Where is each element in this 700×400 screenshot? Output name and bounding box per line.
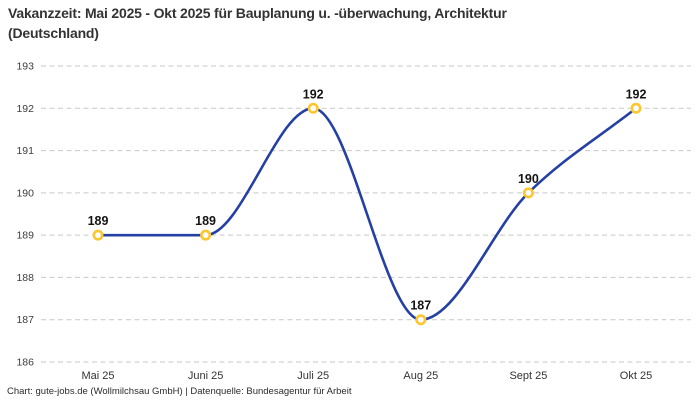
data-point-label-mai-25: 189 bbox=[88, 214, 109, 228]
data-point-label-juli-25: 192 bbox=[303, 87, 324, 101]
x-axis-label-aug-25: Aug 25 bbox=[403, 370, 438, 382]
data-point-marker-okt-25 bbox=[630, 102, 642, 114]
data-point-marker-mai-25 bbox=[92, 229, 104, 241]
data-point-label-sept-25: 190 bbox=[518, 172, 539, 186]
x-axis-label-juli-25: Juli 25 bbox=[297, 370, 329, 382]
y-axis-label-193: 193 bbox=[16, 61, 34, 73]
data-point-marker-juni-25 bbox=[200, 229, 212, 241]
data-point-label-juni-25: 189 bbox=[195, 214, 216, 228]
y-axis-label-187: 187 bbox=[16, 314, 34, 326]
y-axis-label-192: 192 bbox=[16, 103, 34, 115]
data-point-marker-aug-25 bbox=[415, 314, 427, 326]
y-axis-label-191: 191 bbox=[16, 145, 34, 157]
y-axis-label-189: 189 bbox=[16, 230, 34, 242]
chart-title: Vakanzzeit: Mai 2025 - Okt 2025 für Baup… bbox=[8, 3, 507, 43]
chart-title-line1: Vakanzzeit: Mai 2025 - Okt 2025 für Baup… bbox=[8, 5, 507, 21]
data-point-label-aug-25: 187 bbox=[410, 299, 431, 313]
data-point-marker-sept-25 bbox=[522, 187, 534, 199]
x-axis-label-mai-25: Mai 25 bbox=[81, 370, 114, 382]
y-axis-label-190: 190 bbox=[16, 187, 34, 199]
y-axis-label-186: 186 bbox=[16, 357, 34, 369]
x-axis-label-okt-25: Okt 25 bbox=[620, 370, 652, 382]
y-axis-label-188: 188 bbox=[16, 272, 34, 284]
x-axis-label-juni-25: Juni 25 bbox=[188, 370, 223, 382]
data-point-marker-juli-25 bbox=[307, 102, 319, 114]
chart-footer-credit: Chart: gute-jobs.de (Wollmilchsau GmbH) … bbox=[7, 386, 352, 397]
data-point-label-okt-25: 192 bbox=[626, 87, 647, 101]
chart-title-line2: (Deutschland) bbox=[8, 25, 99, 41]
series-line bbox=[96, 106, 638, 322]
x-axis-label-sept-25: Sept 25 bbox=[509, 370, 547, 382]
